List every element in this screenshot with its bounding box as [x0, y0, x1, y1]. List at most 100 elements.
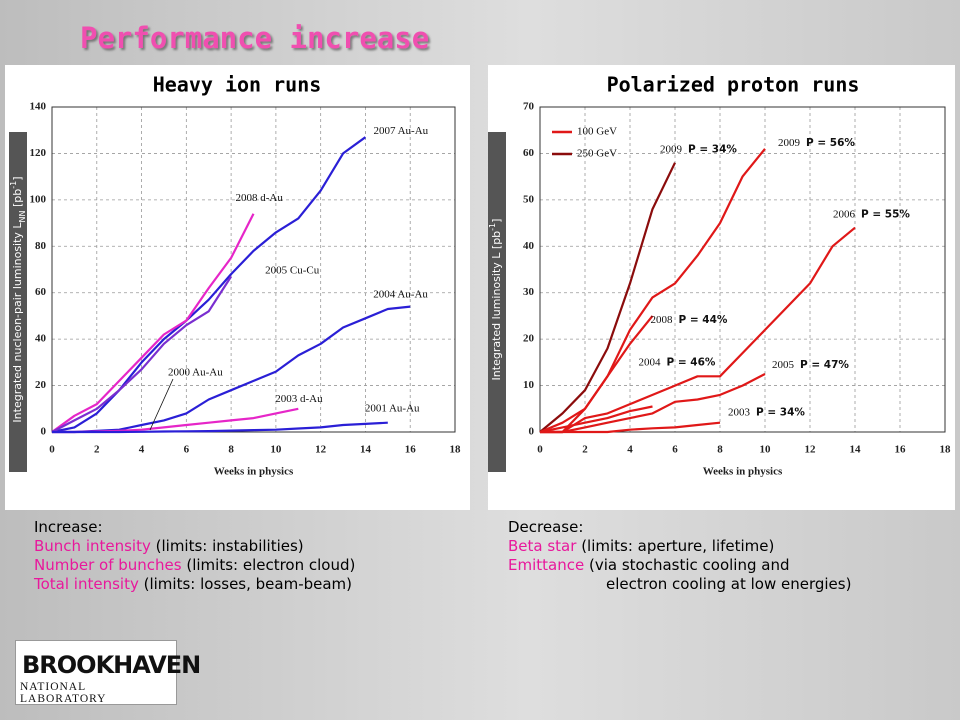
x-tick-label: 6: [184, 444, 190, 456]
y-tick-label: 20: [35, 379, 47, 391]
y-tick-label: 0: [529, 426, 535, 438]
series-line: [51, 213, 255, 433]
series-label: 2008 P = 44%: [651, 313, 728, 325]
y-axis-label-part: NN: [18, 210, 27, 222]
series-polarization: P = 46%: [667, 356, 716, 368]
chart-title: Polarized proton runs: [607, 73, 860, 97]
series-label: 2001 Au-Au: [365, 402, 420, 414]
note-key: Bunch intensity: [34, 537, 151, 555]
series-name: 2005: [772, 358, 795, 370]
series-line: [540, 373, 766, 434]
series-label: 2004 Au-Au: [373, 288, 428, 300]
plot-frame: [539, 106, 946, 433]
series-polarization: P = 34%: [756, 407, 805, 419]
series-name: 2005 Cu-Cu: [265, 264, 320, 276]
series-name: 2003 d-Au: [275, 392, 323, 404]
y-axis-label-part: ]: [11, 176, 24, 180]
series-polarization: P = 55%: [861, 209, 910, 221]
y-label-box: [488, 132, 506, 472]
y-axis-label-part: -1: [9, 181, 18, 189]
y-tick-label: 80: [35, 240, 47, 252]
y-tick-label: 0: [41, 426, 47, 438]
y-label-box: [9, 132, 27, 472]
series-name: 2004: [639, 356, 662, 368]
series-line: [539, 405, 653, 434]
series-line: [540, 226, 856, 434]
note-heading: Increase:: [34, 518, 103, 536]
y-tick-label: 100: [30, 193, 47, 205]
series-polarization: P = 47%: [800, 359, 849, 371]
panel: [488, 65, 955, 510]
note-text: (limits: losses, beam-beam): [138, 575, 353, 593]
series-line: [539, 162, 676, 433]
x-tick-label: 18: [940, 444, 952, 456]
slide-title: Performance increase: [80, 21, 429, 55]
y-axis-label-part: -1: [488, 223, 497, 231]
y-tick-label: 10: [523, 379, 535, 391]
y-tick-label: 30: [523, 286, 535, 298]
logo: BROOKHAVEN NATIONAL LABORATORY: [15, 640, 201, 705]
y-axis-label-part: [pb: [11, 189, 24, 211]
series-label: 2004 P = 46%: [639, 356, 716, 368]
x-tick-label: 14: [850, 444, 862, 456]
series-label: 2006 P = 55%: [833, 208, 910, 220]
logo-sub: NATIONAL LABORATORY: [20, 681, 107, 705]
series-polarization: P = 44%: [679, 314, 728, 326]
y-axis-label: Integrated nucleon-pair luminosity LNN […: [9, 176, 27, 422]
y-tick-label: 70: [523, 101, 535, 113]
x-tick-label: 8: [717, 444, 723, 456]
note-key: Beta star: [508, 537, 577, 555]
series-label: 2007 Au-Au: [373, 125, 428, 137]
x-tick-label: 10: [760, 444, 772, 456]
series-name: 2008 d-Au: [236, 191, 284, 203]
series-label: 2009 P = 56%: [778, 136, 855, 148]
plot-frame: [51, 106, 456, 433]
series-label: 2005 Cu-Cu: [265, 264, 320, 276]
y-tick-label: 140: [30, 101, 47, 113]
note-line: Emittance (via stochastic cooling and: [508, 556, 851, 575]
y-axis-label-part: ]: [490, 219, 503, 223]
x-axis-label: Weeks in physics: [703, 466, 783, 478]
series-polarization: P = 34%: [688, 144, 737, 156]
note-line: electron cooling at low energies): [508, 575, 851, 594]
legend-label: 250 GeV: [577, 148, 617, 160]
x-tick-label: 18: [450, 444, 462, 456]
series-line: [51, 275, 233, 433]
x-tick-label: 12: [805, 444, 817, 456]
series-name: 2008: [651, 313, 674, 325]
series-line: [51, 136, 367, 434]
note-key: Number of bunches: [34, 556, 182, 574]
y-tick-label: 40: [35, 333, 47, 345]
series-name: 2009: [660, 143, 683, 155]
note-text: (limits: aperture, lifetime): [576, 537, 775, 555]
x-tick-label: 4: [139, 444, 145, 456]
x-tick-label: 6: [672, 444, 678, 456]
notes-left: Increase: Bunch intensity (limits: instab…: [34, 518, 355, 594]
panel: [5, 65, 470, 510]
y-tick-label: 60: [523, 147, 535, 159]
series-polarization: P = 56%: [806, 137, 855, 149]
x-tick-label: 8: [228, 444, 234, 456]
series-name: 2004 Au-Au: [373, 288, 428, 300]
series-label: 2003 d-Au: [275, 392, 323, 404]
y-axis-label: Integrated luminosity L [pb-1]: [488, 219, 503, 381]
series-label: 2009 P = 34%: [660, 143, 737, 155]
x-tick-label: 10: [270, 444, 282, 456]
note-line: Bunch intensity (limits: instabilities): [34, 537, 355, 556]
note-heading: Decrease:: [508, 518, 584, 536]
x-tick-label: 2: [582, 444, 588, 456]
chart-title: Heavy ion runs: [153, 73, 322, 97]
x-tick-label: 0: [537, 444, 543, 456]
y-tick-label: 60: [35, 286, 47, 298]
series-name: 2009: [778, 136, 801, 148]
y-tick-label: 20: [523, 333, 535, 345]
series-name: 2003: [728, 406, 751, 418]
note-key: Emittance: [508, 556, 585, 574]
series-label: 2008 d-Au: [236, 191, 284, 203]
x-tick-label: 2: [94, 444, 100, 456]
note-text: electron cooling at low energies): [606, 575, 852, 593]
note-text: (limits: electron cloud): [181, 556, 356, 574]
x-tick-label: 12: [315, 444, 327, 456]
